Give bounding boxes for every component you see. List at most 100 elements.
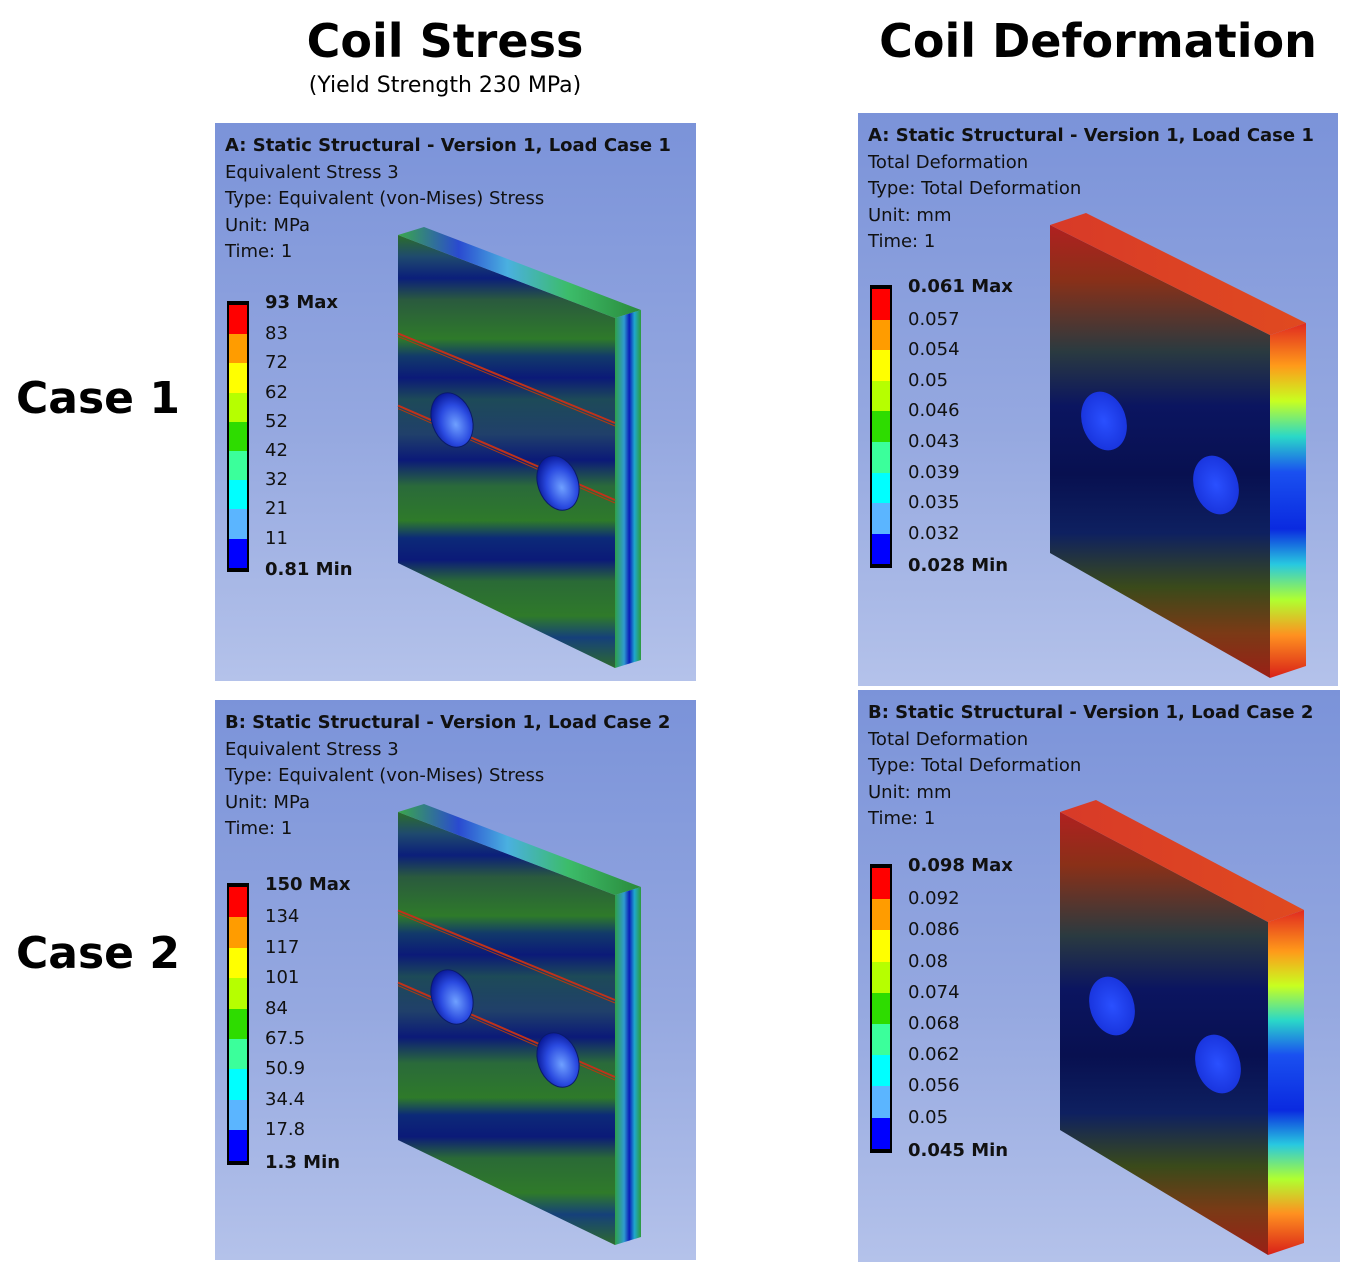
legend-color-band xyxy=(870,930,892,962)
legend-tick-label: 50.9 xyxy=(265,1058,306,1080)
legend-color-band xyxy=(227,1039,249,1070)
legend-color-band xyxy=(227,917,249,948)
deformation-coil-model xyxy=(1060,800,1304,1255)
stress-coil-model xyxy=(397,804,641,1245)
legend-tick-label: 101 xyxy=(265,967,300,989)
legend-min-label: 0.81 Min xyxy=(265,558,353,580)
legend-tick-label: 34.4 xyxy=(265,1088,306,1110)
legend-color-band xyxy=(870,899,892,931)
stress-coil-model xyxy=(397,227,641,668)
coil-hole xyxy=(536,1032,580,1088)
analysis-title: A: Static Structural - Version 1, Load C… xyxy=(868,125,1314,146)
legend-tick-label: 0.074 xyxy=(908,981,960,1003)
analysis-info-line: Equivalent Stress 3 xyxy=(225,738,399,760)
deformation-case-1-panel: A: Static Structural - Version 1, Load C… xyxy=(858,113,1338,686)
legend-max-label: 0.061 Max xyxy=(908,276,1013,297)
deformation-case-2-panel: B: Static Structural - Version 1, Load C… xyxy=(858,690,1340,1262)
legend-max-label: 150 Max xyxy=(265,874,351,895)
analysis-info-line: Time: 1 xyxy=(868,231,936,252)
legend-tick-label: 0.068 xyxy=(908,1013,960,1034)
case-1-label: Case 1 xyxy=(16,373,180,424)
analysis-title: B: Static Structural - Version 1, Load C… xyxy=(868,702,1314,723)
stress-case-2-panel: B: Static Structural - Version 1, Load C… xyxy=(215,700,696,1260)
analysis-info-line: Type: Equivalent (von-Mises) Stress xyxy=(225,765,545,786)
coil-hole xyxy=(1089,976,1135,1036)
legend-color-band xyxy=(870,289,892,320)
legend-top-bar xyxy=(870,285,892,289)
legend-tick-label: 21 xyxy=(265,498,288,520)
stress-line xyxy=(397,332,616,424)
legend-color-band xyxy=(227,1008,249,1039)
coil-top-face xyxy=(1050,213,1306,335)
legend-tick-label: 0.056 xyxy=(908,1075,960,1097)
legend-color-band xyxy=(227,421,249,451)
legend-color-band xyxy=(227,1069,249,1100)
coil-hole xyxy=(536,455,580,511)
legend-color-band xyxy=(870,411,892,442)
legend-color-band xyxy=(227,978,249,1009)
legend-tick-label: 0.086 xyxy=(908,919,960,941)
legend-color-band xyxy=(870,1117,892,1149)
coil-top-face xyxy=(1060,800,1304,922)
legend-tick-label: 17.8 xyxy=(265,1119,306,1141)
analysis-info-line: Time: 1 xyxy=(868,808,936,829)
legend-color-band xyxy=(870,868,892,900)
stress-line xyxy=(397,335,616,427)
legend-color-band xyxy=(227,305,249,335)
legend-color-band xyxy=(227,334,249,364)
analysis-info-line: Unit: MPa xyxy=(225,214,311,236)
analysis-title: B: Static Structural - Version 1, Load C… xyxy=(225,712,671,733)
panel-header-text: A: Static Structural - Version 1, Load C… xyxy=(868,123,1314,256)
panel-header-text: A: Static Structural - Version 1, Load C… xyxy=(225,133,671,266)
legend-color-band xyxy=(870,1055,892,1087)
legend-bottom-bar xyxy=(870,564,892,569)
analysis-info-line: Equivalent Stress 3 xyxy=(225,161,399,183)
legend-tick-label: 134 xyxy=(265,906,300,928)
legend-tick-label: 84 xyxy=(265,997,288,1019)
legend-color-band xyxy=(227,509,249,539)
coil-hole xyxy=(1081,391,1127,451)
legend-color-band xyxy=(870,1024,892,1056)
analysis-info-line: Type: Total Deformation xyxy=(868,755,1082,776)
legend-tick-label: 83 xyxy=(265,323,288,345)
legend-color-band xyxy=(870,350,892,381)
legend-color-band xyxy=(870,961,892,993)
legend-color-band xyxy=(870,503,892,534)
legend-top-bar xyxy=(227,301,249,305)
legend-color-band xyxy=(227,887,249,918)
analysis-info-line: Time: 1 xyxy=(225,241,293,262)
analysis-title: A: Static Structural - Version 1, Load C… xyxy=(225,135,671,156)
coil-top-face xyxy=(398,804,641,895)
analysis-info-line: Type: Equivalent (von-Mises) Stress xyxy=(225,188,545,209)
coil-hole xyxy=(1195,1034,1241,1094)
coil-side-face xyxy=(1270,323,1306,678)
legend-color-band xyxy=(870,472,892,504)
legend-color-band xyxy=(227,480,249,510)
legend-tick-label: 0.039 xyxy=(908,461,960,483)
coil-front-face xyxy=(398,812,615,1245)
legend-tick-label: 117 xyxy=(265,936,300,958)
legend-top-bar xyxy=(870,864,892,868)
legend-max-label: 93 Max xyxy=(265,292,338,313)
legend-tick-label: 0.057 xyxy=(908,308,960,330)
legend-tick-label: 42 xyxy=(265,440,288,461)
stress-case-1-panel: A: Static Structural - Version 1, Load C… xyxy=(215,123,696,681)
coil-front-face xyxy=(398,235,615,668)
legend-color-band xyxy=(870,533,892,565)
legend-color-band xyxy=(227,538,249,568)
legend-tick-label: 0.08 xyxy=(908,950,949,972)
legend-color-band xyxy=(870,442,892,473)
coil-stress-subtitle: (Yield Strength 230 MPa) xyxy=(308,73,582,98)
coil-front-face xyxy=(1060,812,1268,1255)
legend-min-label: 1.3 Min xyxy=(265,1151,341,1173)
legend-tick-label: 0.092 xyxy=(908,888,960,910)
legend-tick-label: 0.054 xyxy=(908,339,960,361)
legend-tick-label: 0.046 xyxy=(908,400,960,422)
legend-tick-label: 0.035 xyxy=(908,492,960,514)
legend-bottom-bar xyxy=(227,567,249,572)
analysis-info-line: Total Deformation xyxy=(868,151,1029,173)
legend-min-label: 0.045 Min xyxy=(908,1139,1009,1161)
coil-deformation-title: Coil Deformation xyxy=(879,14,1317,68)
analysis-info-line: Unit: MPa xyxy=(225,791,311,813)
legend-tick-label: 0.062 xyxy=(908,1044,960,1066)
